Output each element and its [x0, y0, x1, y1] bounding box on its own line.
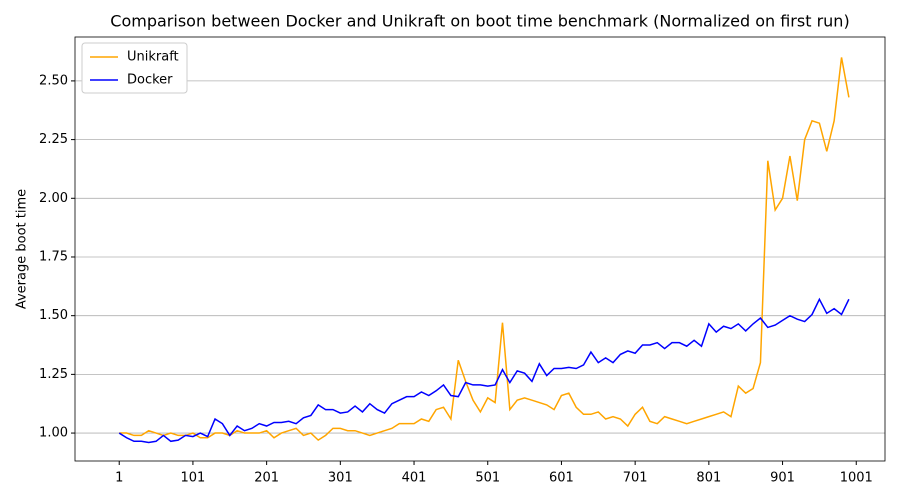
legend-label: Unikraft — [127, 50, 179, 65]
y-axis-label: Average boot time — [15, 189, 30, 309]
legend-label: Docker — [127, 73, 173, 88]
x-tick-label: 401 — [402, 471, 427, 486]
x-tick-label: 101 — [181, 471, 206, 486]
series-line — [119, 57, 850, 442]
y-tick-label: 1.00 — [39, 426, 68, 441]
x-tick-label: 501 — [475, 471, 500, 486]
y-tick-label: 2.25 — [39, 132, 68, 147]
x-tick-label: 1001 — [840, 471, 873, 486]
plot-frame — [74, 36, 886, 462]
y-tick-label: 1.50 — [39, 308, 68, 323]
y-tick-label: 2.00 — [39, 191, 68, 206]
x-tick-label: 201 — [254, 471, 279, 486]
chart-title: Comparison between Docker and Unikraft o… — [110, 12, 849, 31]
y-tick-label: 1.25 — [39, 367, 68, 382]
y-tick-label: 1.75 — [39, 249, 68, 264]
x-tick-label: 701 — [623, 471, 648, 486]
x-tick-label: 901 — [770, 471, 795, 486]
series-line — [118, 297, 850, 444]
y-tick-label: 2.50 — [39, 73, 68, 88]
x-tick-label: 1 — [115, 471, 123, 486]
x-tick-label: 301 — [328, 471, 353, 486]
x-tick-label: 601 — [549, 471, 574, 486]
x-tick-label: 801 — [696, 471, 721, 486]
legend: Unikraft Docker — [81, 42, 188, 94]
